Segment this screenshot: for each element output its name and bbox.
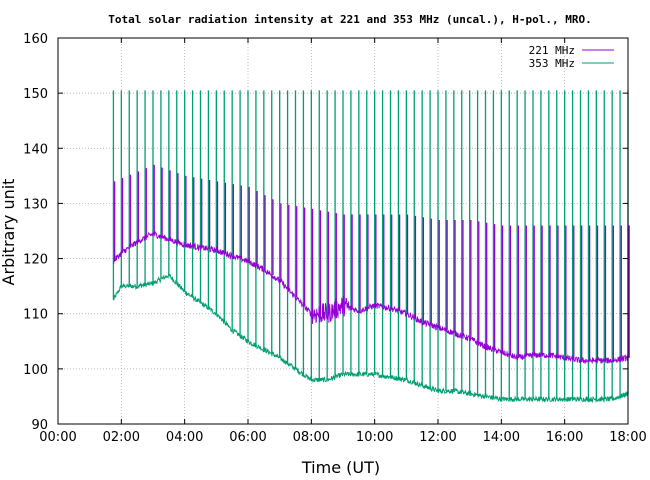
x-tick-label: 16:00 (546, 430, 583, 445)
axis-ticks: 00:00 02:00 04:00 06:00 08:00 10:00 12:00 14:00… (23, 32, 647, 445)
x-tick-label: 02:00 (103, 430, 140, 445)
chart-title: Total solar radiation intensity at 221 a… (108, 13, 591, 26)
line-353-mhz (112, 272, 629, 404)
y-tick-label: 130 (23, 197, 48, 212)
x-axis-label: Time (UT) (301, 458, 380, 477)
x-tick-label: 00:00 (39, 430, 76, 445)
x-tick-label: 18:00 (609, 430, 646, 445)
x-tick-label: 10:00 (356, 430, 393, 445)
legend-label-221-mhz: 221 MHz (529, 44, 575, 57)
x-tick-label: 14:00 (483, 430, 520, 445)
line-221-mhz (113, 230, 629, 365)
legend-label-353-mhz: 353 MHz (529, 57, 575, 70)
y-tick-label: 160 (23, 32, 48, 47)
x-tick-label: 04:00 (166, 430, 203, 445)
x-tick-label: 08:00 (293, 430, 330, 445)
plot-frame (57, 37, 629, 425)
y-tick-label: 100 (23, 363, 48, 378)
legend: 221 MHz 353 MHz (529, 44, 614, 70)
y-tick-label: 140 (23, 142, 48, 157)
y-tick-label: 90 (31, 418, 48, 433)
y-tick-label: 120 (23, 253, 48, 268)
series-221-mhz (113, 164, 630, 365)
x-tick-label: 12:00 (419, 430, 456, 445)
x-tick-label: 06:00 (229, 430, 266, 445)
y-axis-label: Arbitrary unit (0, 179, 18, 286)
y-tick-label: 150 (23, 87, 48, 102)
y-tick-label: 110 (23, 308, 48, 323)
